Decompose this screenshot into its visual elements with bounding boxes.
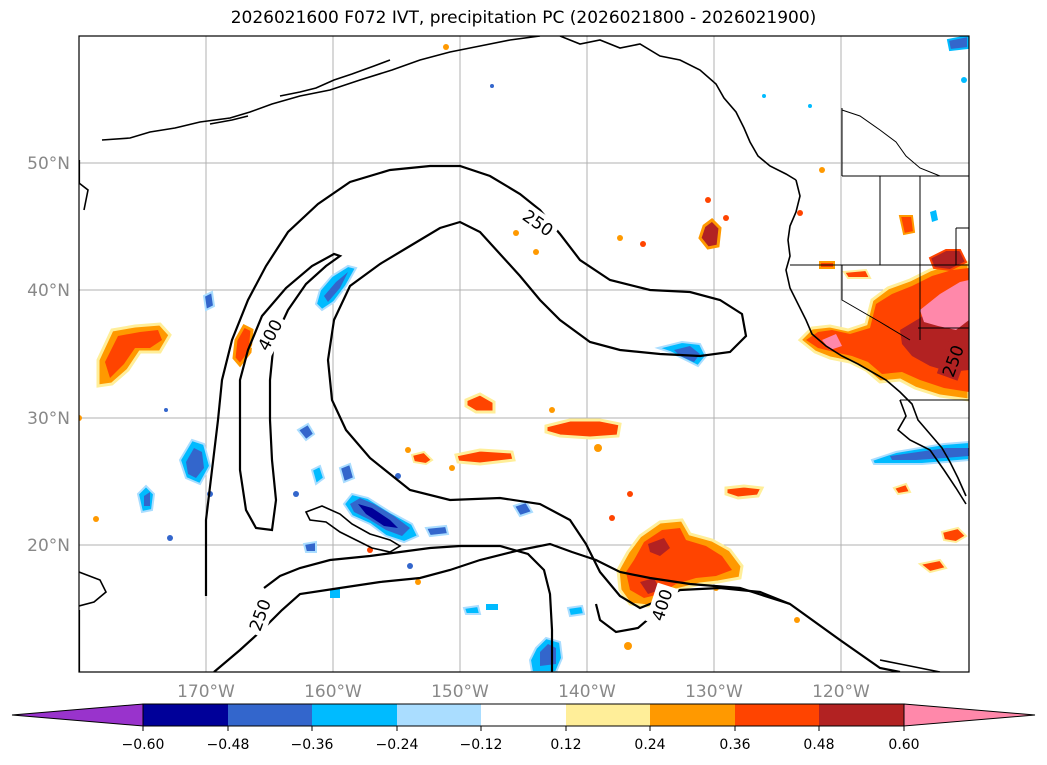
colorbar-arrow-high bbox=[903, 703, 1036, 727]
lat-tick-20: 20°N bbox=[27, 536, 70, 556]
colorbar-tick-2: −0.48 bbox=[207, 737, 250, 753]
lon-tick-170w: 170°W bbox=[177, 682, 235, 702]
coastlines bbox=[79, 36, 967, 672]
ivt-contours bbox=[79, 160, 901, 672]
colorbar-tick-5: −0.12 bbox=[460, 737, 503, 753]
lat-tick-50: 50°N bbox=[27, 154, 70, 174]
map-title: 2026021600 F072 IVT, precipitation PC (2… bbox=[230, 8, 817, 28]
colorbar-arrow-low bbox=[11, 703, 144, 727]
colorbar-bin-4 bbox=[397, 704, 481, 726]
map-frame bbox=[78, 35, 970, 673]
colorbar-tick-6: 0.12 bbox=[550, 737, 581, 753]
state-borders bbox=[790, 176, 969, 341]
colorbar-bin-7 bbox=[650, 704, 735, 726]
colorbar-tick-3: −0.36 bbox=[291, 737, 334, 753]
ivt-contour-250-main bbox=[204, 164, 791, 610]
colorbar-bin-5 bbox=[481, 704, 566, 726]
colorbar-bin-6 bbox=[566, 704, 650, 726]
lon-tick-150w: 150°W bbox=[431, 682, 489, 702]
borders bbox=[790, 108, 969, 401]
ivt-contour-400-south bbox=[263, 544, 554, 672]
ivt-contour-400-left bbox=[238, 252, 343, 532]
bc-coast bbox=[785, 179, 967, 497]
precip-negative-areas bbox=[136, 36, 969, 672]
lat-tick-30: 30°N bbox=[27, 409, 70, 429]
colorbar: −0.60 −0.48 −0.36 −0.24 −0.12 0.12 0.24 … bbox=[11, 703, 1036, 753]
colorbar-bin-3 bbox=[312, 704, 397, 726]
colorbar-tick-9: 0.48 bbox=[803, 737, 834, 753]
lat-tick-40: 40°N bbox=[27, 281, 70, 301]
colorbar-tick-7: 0.24 bbox=[634, 737, 665, 753]
ivt-contour-250-outer bbox=[79, 542, 901, 672]
colorbar-tick-4: −0.24 bbox=[376, 737, 419, 753]
colorbar-bin-2 bbox=[228, 704, 312, 726]
aleutian-coast bbox=[101, 36, 541, 141]
colorbar-tick-1: −0.60 bbox=[122, 737, 165, 753]
colorbar-tick-10: 0.60 bbox=[888, 737, 919, 753]
lon-tick-120w: 120°W bbox=[812, 682, 870, 702]
lon-tick-140w: 140°W bbox=[558, 682, 616, 702]
colorbar-tick-8: 0.36 bbox=[719, 737, 750, 753]
lon-axis: 170°W 160°W 150°W 140°W 130°W 120°W bbox=[177, 682, 870, 702]
colorbar-bin-1 bbox=[143, 704, 228, 726]
lat-axis: 50°N 40°N 30°N 20°N bbox=[27, 154, 70, 556]
hawaii bbox=[304, 505, 402, 553]
colorbar-bin-8 bbox=[735, 704, 819, 726]
colorbar-bin-9 bbox=[819, 704, 904, 726]
alaska-coast bbox=[559, 36, 797, 181]
lon-tick-160w: 160°W bbox=[304, 682, 362, 702]
baja bbox=[896, 399, 967, 505]
lon-tick-130w: 130°W bbox=[685, 682, 743, 702]
